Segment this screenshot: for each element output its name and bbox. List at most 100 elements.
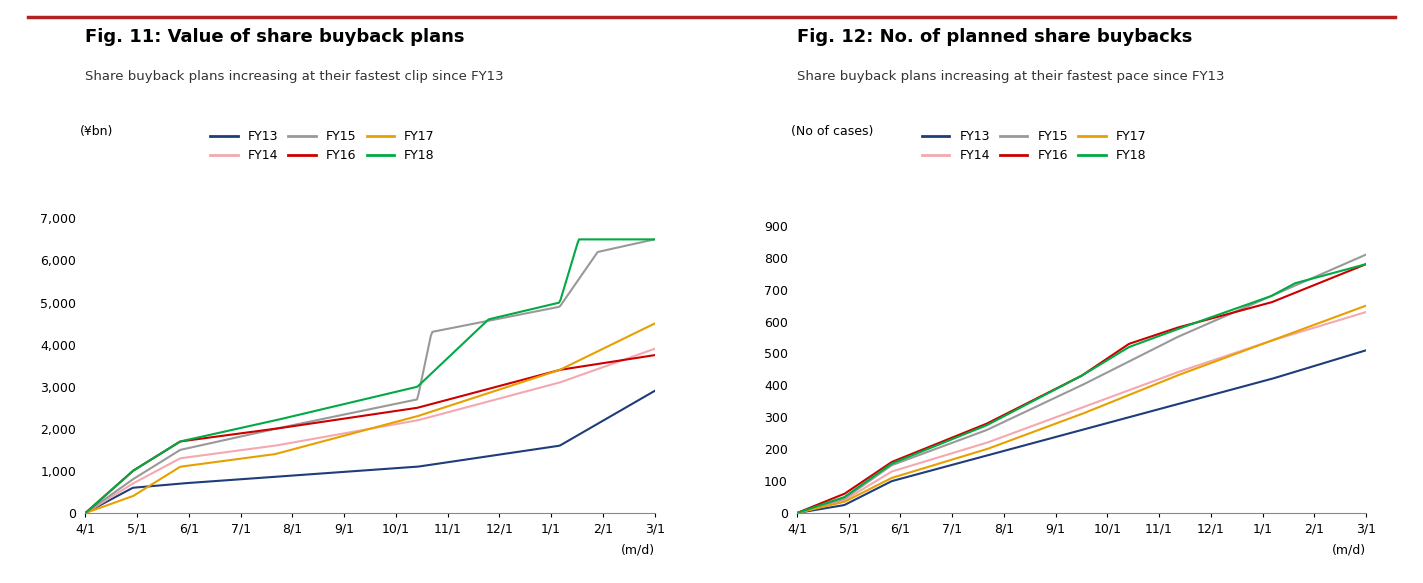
FY17 — [572, 356, 589, 363]
FY15 — [544, 304, 561, 311]
FY14 — [1010, 427, 1027, 434]
FY13 — [77, 510, 94, 517]
FY16 — [1284, 290, 1301, 297]
FY17 — [1204, 359, 1221, 366]
FY14 — [1016, 425, 1033, 432]
FY16 — [305, 420, 322, 427]
FY13 — [175, 480, 192, 487]
FY16 — [492, 382, 509, 389]
FY15 — [175, 445, 192, 452]
FY18 — [887, 458, 904, 465]
FY15 — [492, 315, 509, 322]
FY17 — [887, 473, 904, 480]
FY13 — [1255, 377, 1272, 384]
FY18 — [1204, 314, 1221, 321]
FY18 — [1358, 261, 1375, 268]
FY17 — [492, 386, 509, 393]
Text: (m/d): (m/d) — [620, 543, 655, 556]
FY14 — [299, 437, 316, 444]
Line: FY14: FY14 — [85, 349, 655, 513]
FY13 — [1204, 392, 1221, 399]
FY13 — [1016, 442, 1033, 449]
Line: FY18: FY18 — [797, 264, 1366, 513]
Line: FY13: FY13 — [85, 391, 655, 513]
FY14 — [788, 510, 805, 517]
FY18 — [305, 408, 322, 415]
FY14 — [1204, 357, 1221, 364]
FY16 — [788, 510, 805, 517]
FY14 — [305, 436, 322, 442]
FY13 — [492, 451, 509, 458]
FY17 — [305, 440, 322, 447]
FY16 — [1010, 404, 1027, 411]
FY18 — [646, 236, 663, 243]
FY14 — [887, 467, 904, 474]
FY14 — [175, 454, 192, 461]
Line: FY13: FY13 — [797, 350, 1366, 513]
FY16 — [175, 437, 192, 444]
FY18 — [299, 409, 316, 416]
FY16 — [77, 510, 94, 517]
FY16 — [646, 352, 663, 359]
Legend: FY13, FY14, FY15, FY16, FY17, FY18: FY13, FY14, FY15, FY16, FY17, FY18 — [916, 125, 1151, 167]
FY14 — [1255, 339, 1272, 346]
FY17 — [1358, 302, 1375, 309]
FY18 — [1255, 295, 1272, 302]
FY18 — [788, 510, 805, 517]
Text: (¥bn): (¥bn) — [80, 125, 112, 138]
FY13 — [305, 470, 322, 477]
Text: Share buyback plans increasing at their fastest clip since FY13: Share buyback plans increasing at their … — [85, 71, 504, 83]
FY13 — [646, 388, 663, 395]
FY18 — [573, 236, 591, 243]
FY18 — [571, 236, 588, 243]
FY18 — [544, 301, 561, 308]
FY15 — [788, 510, 805, 517]
FY16 — [1016, 401, 1033, 408]
Line: FY16: FY16 — [797, 264, 1366, 513]
FY13 — [572, 430, 589, 437]
FY15 — [1358, 251, 1375, 258]
FY14 — [77, 510, 94, 517]
FY18 — [492, 313, 509, 320]
Line: FY15: FY15 — [797, 255, 1366, 513]
FY17 — [544, 368, 561, 375]
FY14 — [544, 381, 561, 388]
FY15 — [1204, 318, 1221, 325]
FY15 — [1010, 412, 1027, 419]
FY15 — [1284, 283, 1301, 290]
FY16 — [544, 368, 561, 375]
FY18 — [77, 510, 94, 517]
FY15 — [887, 460, 904, 467]
Line: FY15: FY15 — [85, 240, 655, 513]
FY18 — [1010, 405, 1027, 412]
Text: (No of cases): (No of cases) — [791, 125, 874, 138]
FY13 — [1284, 369, 1301, 376]
Line: FY14: FY14 — [797, 312, 1366, 513]
FY14 — [492, 395, 509, 402]
FY13 — [1010, 444, 1027, 451]
FY18 — [1284, 282, 1301, 289]
FY17 — [1010, 434, 1027, 441]
FY14 — [646, 345, 663, 352]
FY16 — [572, 363, 589, 370]
FY15 — [299, 419, 316, 426]
FY13 — [299, 471, 316, 478]
FY16 — [1255, 301, 1272, 308]
Line: FY17: FY17 — [797, 305, 1366, 513]
FY15 — [646, 236, 663, 243]
Line: FY18: FY18 — [85, 240, 655, 513]
Text: (m/d): (m/d) — [1332, 543, 1366, 556]
FY18 — [1016, 402, 1033, 409]
FY17 — [788, 510, 805, 517]
FY13 — [544, 443, 561, 450]
FY15 — [1255, 296, 1272, 303]
FY17 — [646, 320, 663, 327]
FY16 — [1358, 261, 1375, 268]
Text: Fig. 11: Value of share buyback plans: Fig. 11: Value of share buyback plans — [85, 28, 465, 46]
Text: Fig. 12: No. of planned share buybacks: Fig. 12: No. of planned share buybacks — [797, 28, 1192, 46]
FY14 — [572, 371, 589, 378]
FY16 — [299, 420, 316, 427]
FY16 — [1204, 315, 1221, 322]
FY16 — [887, 457, 904, 464]
FY17 — [1284, 329, 1301, 336]
